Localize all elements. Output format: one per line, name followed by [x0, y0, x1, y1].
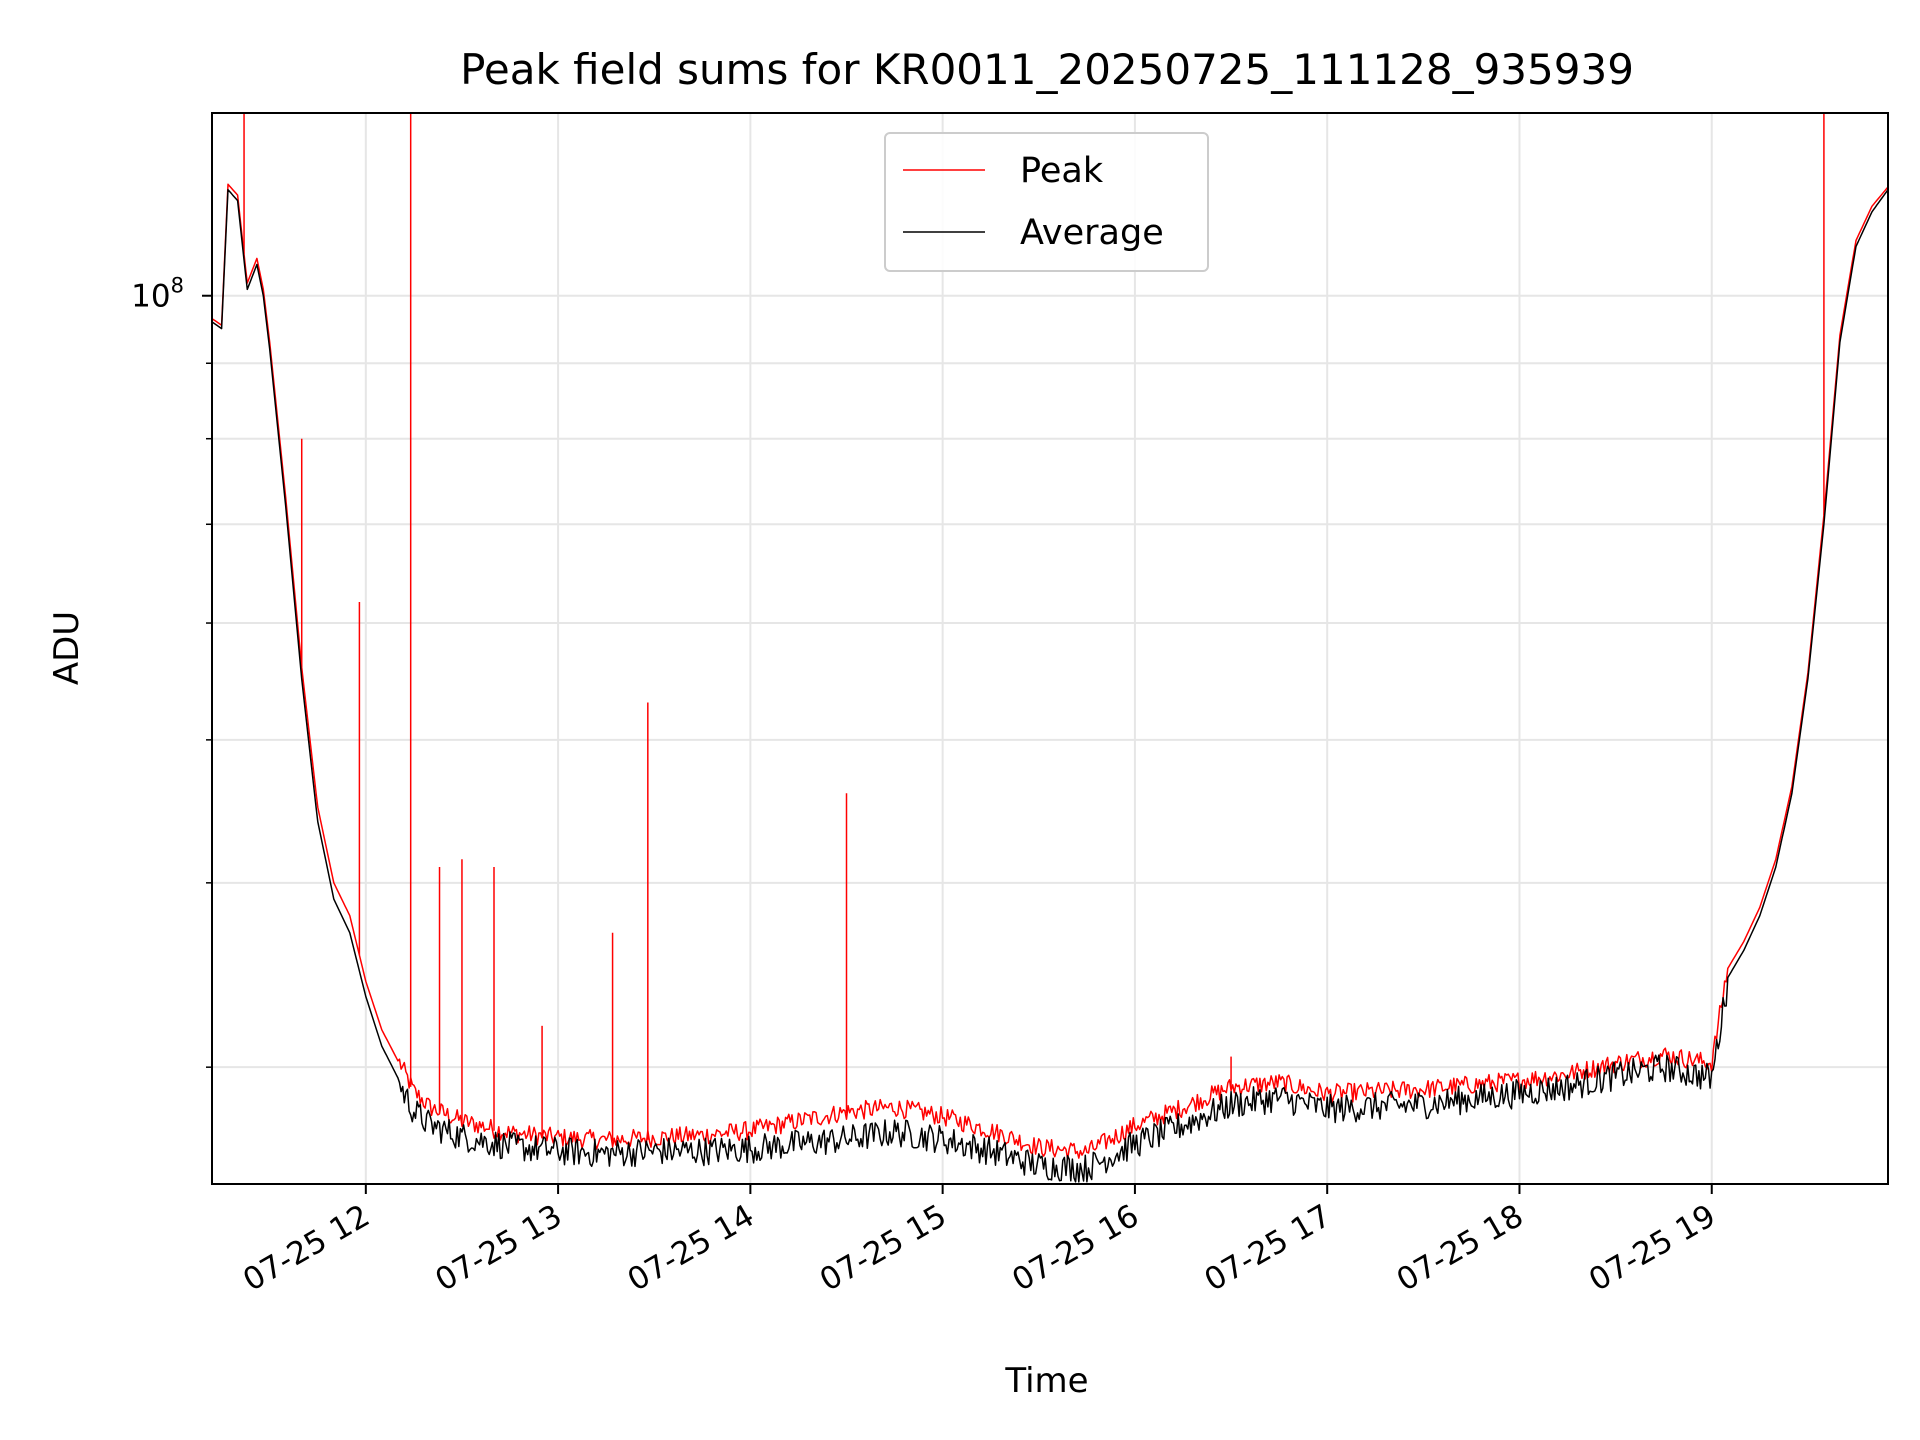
average-series-line: [211, 188, 1889, 1183]
x-tick-label: 07-25 16: [1006, 1198, 1145, 1299]
x-tick-label: 07-25 13: [429, 1198, 568, 1299]
y-axis-label: ADU: [47, 611, 87, 685]
x-tick-label: 07-25 18: [1391, 1198, 1530, 1299]
x-tick-label: 07-25 12: [237, 1198, 376, 1299]
legend-label-peak: Peak: [1020, 151, 1104, 191]
legend: Peak Average: [884, 132, 1209, 272]
x-axis-label: Time: [1004, 1361, 1088, 1401]
plot-frame: [211, 112, 1889, 1185]
x-tick-label: 07-25 17: [1198, 1198, 1337, 1299]
series-layer: [211, 113, 1889, 1183]
x-tick-label: 07-25 15: [814, 1198, 953, 1299]
y-tick-label: 108: [131, 274, 184, 315]
grid-lines: [212, 113, 1888, 1184]
legend-label-average: Average: [1020, 213, 1164, 253]
x-tick-label: 07-25 14: [622, 1198, 761, 1299]
plot-area: [212, 113, 1888, 1184]
x-tick-label: 07-25 19: [1583, 1198, 1722, 1299]
legend-box: [884, 132, 1209, 272]
chart-title: Peak field sums for KR0011_20250725_1111…: [460, 45, 1634, 94]
